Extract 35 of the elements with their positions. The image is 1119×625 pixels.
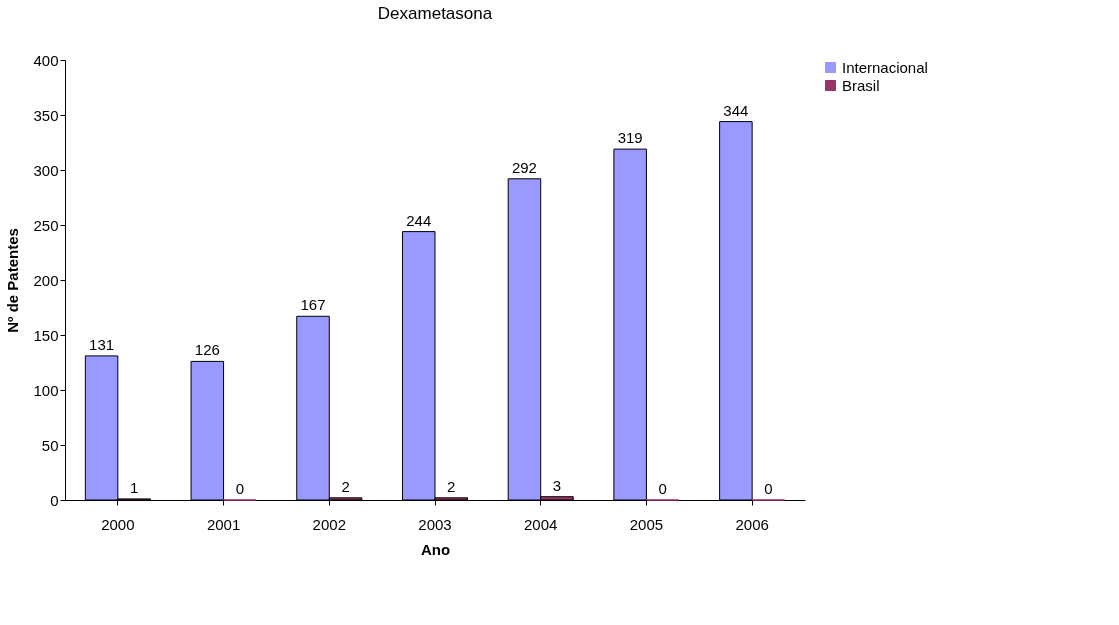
y-tick-label: 400 [33, 51, 59, 69]
x-axis-title: Ano [420, 540, 451, 558]
data-label: 0 [764, 480, 773, 497]
data-label: 126 [194, 341, 220, 359]
data-label: 292 [511, 158, 537, 176]
y-tick-label: 200 [33, 271, 59, 289]
y-tick-label: 100 [33, 381, 59, 399]
x-tick-label: 2000 [101, 515, 135, 533]
data-label: 0 [235, 480, 245, 497]
data-label: 3 [552, 476, 562, 494]
y-axis-title: Nº de Patentes [4, 228, 22, 333]
y-tick-label: 350 [33, 106, 59, 124]
data-label: 0 [658, 480, 667, 497]
data-label: 2 [447, 477, 456, 495]
y-tick-label: 250 [33, 216, 59, 234]
x-tick-label: 2004 [524, 515, 558, 533]
legend-label: Brasil [842, 76, 880, 94]
data-label: 344 [723, 101, 749, 119]
x-tick-label: 2006 [735, 515, 769, 533]
data-label: 131 [89, 335, 115, 353]
x-tick-label: 2003 [418, 515, 452, 533]
chart-title: Dexametasona [377, 4, 493, 23]
x-tick-label: 2001 [206, 515, 241, 533]
y-tick-label: 0 [50, 491, 59, 509]
x-tick-label: 2002 [312, 515, 346, 533]
x-tick-label: 2005 [629, 515, 664, 533]
y-tick-label: 150 [33, 326, 59, 344]
data-label: 319 [617, 129, 643, 147]
data-label: 244 [406, 211, 432, 229]
data-label: 1 [129, 478, 139, 496]
legend-label: Internacional [842, 58, 928, 76]
y-tick-label: 50 [41, 436, 59, 454]
data-label: 2 [341, 477, 350, 495]
data-label: 167 [300, 296, 326, 314]
y-tick-label: 300 [33, 161, 59, 179]
